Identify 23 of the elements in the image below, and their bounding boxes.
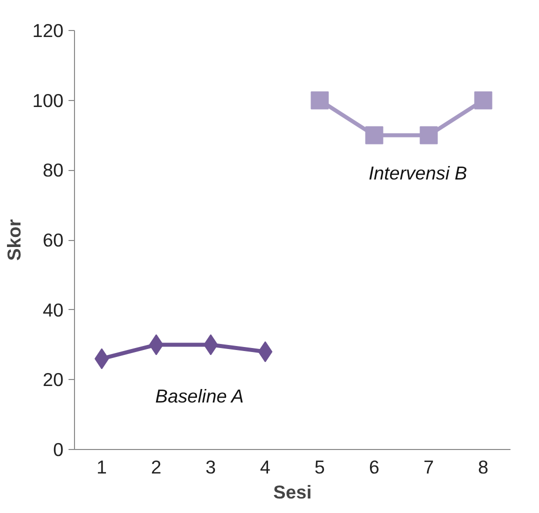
y-tick-label: 60	[42, 230, 64, 250]
y-axis-title: Skor	[3, 219, 24, 261]
y-tick-label: 100	[32, 90, 64, 111]
x-tick-label: 5	[314, 456, 325, 478]
point	[310, 91, 329, 110]
x-tick-label: 4	[260, 456, 270, 478]
series-label: Intervensi B	[368, 162, 468, 184]
x-tick-label: 2	[151, 456, 162, 478]
x-tick-label: 7	[424, 456, 434, 478]
y-tick-label: 20	[42, 369, 64, 390]
x-axis-title: Sesi	[273, 482, 312, 502]
x-tick-label: 6	[369, 456, 380, 478]
point	[474, 91, 492, 110]
y-tick-label: 120	[32, 20, 64, 41]
point	[365, 126, 384, 144]
point	[420, 126, 438, 144]
x-tick-label: 8	[478, 456, 488, 478]
series-label: Baseline A	[155, 386, 244, 407]
y-tick-label: 0	[53, 439, 64, 460]
y-tick-label: 40	[42, 299, 64, 320]
y-tick-label: 80	[42, 160, 64, 181]
x-tick-label: 3	[206, 456, 216, 478]
x-tick-label: 1	[96, 456, 107, 478]
